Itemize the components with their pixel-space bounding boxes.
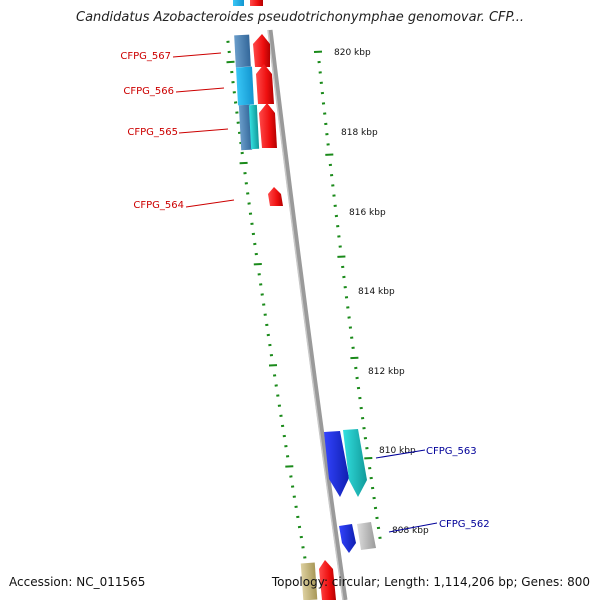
gene-feature-steel[interactable] — [238, 104, 253, 151]
gene-label-cfpg-563[interactable]: CFPG_563 — [426, 446, 477, 457]
outer-tick-track — [313, 50, 382, 539]
leader-line — [172, 52, 222, 58]
leader-line — [175, 87, 225, 93]
scale-label: 808 kbp — [392, 526, 429, 536]
topology-label: Topology: circular; Length: 1,114,206 bp… — [271, 575, 590, 589]
map-title: Candidatus Azobacteroides pseudotrichony… — [76, 10, 524, 25]
leader-line — [178, 128, 229, 134]
scale-label: 818 kbp — [341, 128, 378, 138]
gene-cfpg-562-arrow[interactable] — [339, 524, 356, 553]
gene-feature-light-blue[interactable] — [236, 66, 254, 106]
gene-feature-tan[interactable] — [300, 562, 318, 600]
gene-feature-red[interactable] — [250, 0, 263, 6]
gene-label-cfpg-567[interactable]: CFPG_567 — [120, 51, 171, 62]
gene-cfpg-566-arrow[interactable] — [256, 64, 274, 104]
scale-label: 814 kbp — [358, 287, 395, 297]
gene-feature-cyan[interactable] — [343, 429, 367, 497]
gene-feature-light-blue[interactable] — [233, 0, 244, 6]
gene-feature-gray[interactable] — [357, 522, 376, 550]
scale-label: 810 kbp — [379, 446, 416, 456]
leader-line — [388, 522, 438, 533]
gene-leader-lines — [172, 52, 438, 533]
scale-labels: 820 kbp 818 kbp 816 kbp 814 kbp 812 kbp … — [334, 48, 429, 536]
feature-track — [233, 0, 376, 600]
leader-line — [375, 449, 426, 459]
gene-cfpg-565-arrow[interactable] — [259, 103, 277, 148]
accession-label: Accession: NC_011565 — [9, 575, 146, 589]
gene-label-cfpg-566[interactable]: CFPG_566 — [123, 86, 174, 97]
gene-label-cfpg-565[interactable]: CFPG_565 — [127, 127, 178, 138]
genome-backbone — [267, 29, 348, 600]
inner-tick-track — [226, 40, 314, 599]
leader-line — [185, 199, 235, 208]
gene-labels: CFPG_567 CFPG_566 CFPG_565 CFPG_564 CFPG… — [120, 51, 489, 530]
scale-label: 812 kbp — [368, 367, 405, 377]
scale-label: 820 kbp — [334, 48, 371, 58]
gene-cfpg-564-arrow[interactable] — [268, 187, 283, 206]
gene-cfpg-563-arrow[interactable] — [324, 431, 349, 497]
gene-feature-cyan[interactable] — [248, 104, 260, 150]
scale-label: 816 kbp — [349, 208, 386, 218]
gene-feature-steel[interactable] — [234, 34, 251, 68]
genome-backbone-highlight — [267, 29, 344, 600]
gene-label-cfpg-564[interactable]: CFPG_564 — [133, 200, 184, 211]
gene-cfpg-567-arrow[interactable] — [253, 34, 270, 67]
gene-label-cfpg-562[interactable]: CFPG_562 — [439, 519, 490, 530]
gene-feature-red-bottom[interactable] — [319, 560, 336, 600]
